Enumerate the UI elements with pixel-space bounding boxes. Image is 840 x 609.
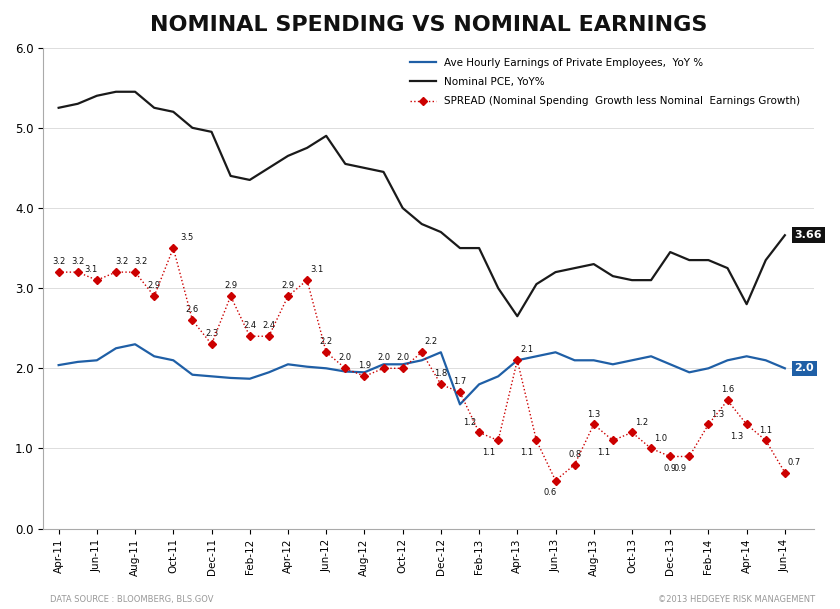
Text: 2.6: 2.6 — [186, 305, 199, 314]
Text: 3.2: 3.2 — [71, 257, 84, 266]
Text: DATA SOURCE : BLOOMBERG, BLS.GOV: DATA SOURCE : BLOOMBERG, BLS.GOV — [50, 595, 214, 604]
Text: 2.0: 2.0 — [795, 364, 814, 373]
Text: 1.3: 1.3 — [587, 409, 601, 418]
Text: 0.7: 0.7 — [788, 457, 801, 466]
Text: 1.0: 1.0 — [654, 434, 667, 443]
Text: 3.1: 3.1 — [85, 265, 97, 274]
Text: 2.0: 2.0 — [396, 353, 409, 362]
Text: 3.66: 3.66 — [795, 230, 822, 240]
Text: 3.2: 3.2 — [52, 257, 66, 266]
Text: 1.3: 1.3 — [711, 409, 725, 418]
Text: 1.2: 1.2 — [463, 418, 476, 426]
Text: 1.1: 1.1 — [482, 448, 496, 457]
Text: 1.3: 1.3 — [731, 432, 743, 441]
Text: 1.8: 1.8 — [434, 370, 448, 378]
Text: 3.2: 3.2 — [115, 257, 129, 266]
Text: 2.3: 2.3 — [205, 329, 218, 339]
Text: 2.9: 2.9 — [148, 281, 160, 290]
Text: 1.9: 1.9 — [358, 361, 371, 370]
Text: 2.4: 2.4 — [262, 322, 276, 330]
Title: NOMINAL SPENDING VS NOMINAL EARNINGS: NOMINAL SPENDING VS NOMINAL EARNINGS — [150, 15, 707, 35]
Text: 1.7: 1.7 — [454, 378, 466, 387]
Text: 1.2: 1.2 — [635, 418, 648, 426]
Text: 1.6: 1.6 — [721, 385, 734, 395]
Text: 0.6: 0.6 — [543, 488, 556, 497]
Text: 2.2: 2.2 — [320, 337, 333, 347]
Text: 2.2: 2.2 — [425, 337, 438, 347]
Text: 0.9: 0.9 — [673, 464, 686, 473]
Text: 2.4: 2.4 — [244, 322, 256, 330]
Text: 2.1: 2.1 — [520, 345, 533, 354]
Text: 1.1: 1.1 — [759, 426, 772, 435]
Text: 2.0: 2.0 — [377, 353, 390, 362]
Text: 0.9: 0.9 — [664, 464, 677, 473]
Text: 1.1: 1.1 — [520, 448, 533, 457]
Text: 3.2: 3.2 — [134, 257, 148, 266]
Text: 2.0: 2.0 — [339, 353, 352, 362]
Legend: Ave Hourly Earnings of Private Employees,  YoY %, Nominal PCE, YoY%, SPREAD (Nom: Ave Hourly Earnings of Private Employees… — [410, 58, 801, 107]
Text: 1.1: 1.1 — [596, 448, 610, 457]
Text: ©2013 HEDGEYE RISK MANAGEMENT: ©2013 HEDGEYE RISK MANAGEMENT — [658, 595, 815, 604]
Text: 3.5: 3.5 — [180, 233, 193, 242]
Text: 0.8: 0.8 — [568, 449, 581, 459]
Text: 2.9: 2.9 — [224, 281, 237, 290]
Text: 2.9: 2.9 — [281, 281, 295, 290]
Text: 3.1: 3.1 — [310, 265, 323, 274]
